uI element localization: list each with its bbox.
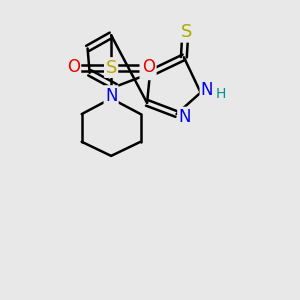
Text: N: N bbox=[141, 61, 153, 79]
Text: N: N bbox=[105, 86, 117, 104]
Text: S: S bbox=[181, 23, 193, 41]
Text: S: S bbox=[105, 58, 117, 76]
Text: O: O bbox=[142, 58, 155, 76]
Text: N: N bbox=[201, 81, 213, 99]
Text: H: H bbox=[215, 87, 226, 101]
Text: N: N bbox=[178, 108, 191, 126]
Text: O: O bbox=[67, 58, 80, 76]
